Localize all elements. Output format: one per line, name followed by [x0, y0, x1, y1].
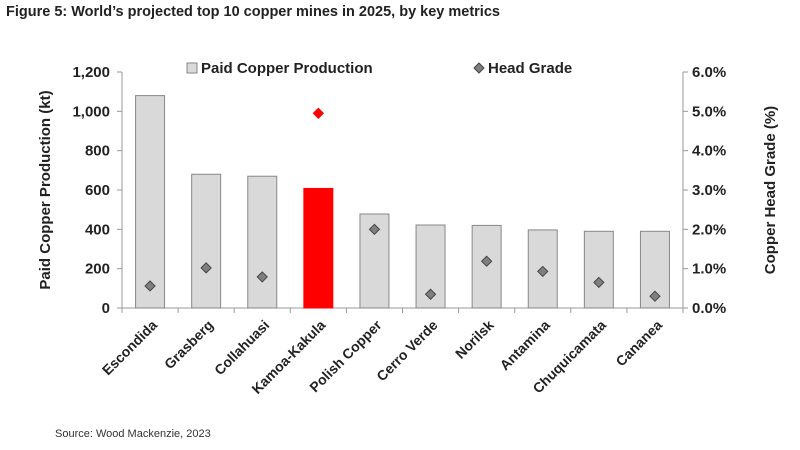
head-grade-marker	[480, 255, 493, 267]
category-label: Cerro Verde	[373, 317, 441, 385]
left-tick-label: 0	[102, 300, 110, 317]
category-label: Antamina	[496, 317, 553, 374]
category-label: Collahuasi	[211, 317, 272, 378]
head-grade-marker	[368, 223, 381, 236]
head-grade-marker	[593, 276, 605, 289]
left-tick-label: 1,200	[72, 64, 110, 81]
source-note: Source: Wood Mackenzie, 2023	[55, 428, 211, 440]
head-grade-marker	[537, 265, 549, 278]
right-tick-label: 3.0%	[692, 182, 726, 199]
bar	[135, 95, 166, 309]
left-tick-label: 800	[85, 143, 110, 160]
category-label: Escondida	[99, 317, 161, 379]
left-axis-title: Paid Copper Production (kt)	[37, 90, 54, 289]
head-grade-marker	[424, 288, 437, 300]
head-grade-marker	[312, 107, 325, 120]
left-tick-label: 400	[85, 221, 110, 238]
legend-bar-label: Paid Copper Production	[201, 60, 373, 77]
left-tick-label: 1,000	[72, 103, 110, 120]
right-tick-label: 6.0%	[692, 64, 726, 81]
category-label: Norilsk	[452, 317, 497, 362]
head-grade-marker	[649, 290, 661, 302]
bar	[303, 187, 334, 309]
category-label: Grasberg	[161, 317, 216, 372]
bar	[191, 173, 222, 309]
legend-diamond-label: Head Grade	[488, 60, 572, 77]
right-tick-label: 4.0%	[692, 143, 726, 160]
legend-diamond-swatch	[473, 62, 485, 74]
legend-bar-swatch	[186, 62, 198, 74]
right-tick-label: 1.0%	[692, 261, 726, 278]
left-tick-label: 200	[85, 261, 110, 278]
right-tick-label: 2.0%	[692, 221, 726, 238]
bar	[639, 230, 670, 309]
head-grade-marker	[144, 280, 156, 292]
category-label: Cananea	[612, 317, 665, 370]
right-tick-label: 0.0%	[692, 300, 726, 317]
right-axis-title: Copper Head Grade (%)	[762, 106, 779, 274]
head-grade-marker	[256, 271, 268, 283]
bar	[247, 175, 278, 309]
right-tick-label: 5.0%	[692, 103, 726, 120]
head-grade-marker	[200, 262, 212, 274]
left-tick-label: 600	[85, 182, 110, 199]
figure-title: Figure 5: World’s projected top 10 coppe…	[6, 4, 500, 20]
bar	[583, 230, 614, 309]
